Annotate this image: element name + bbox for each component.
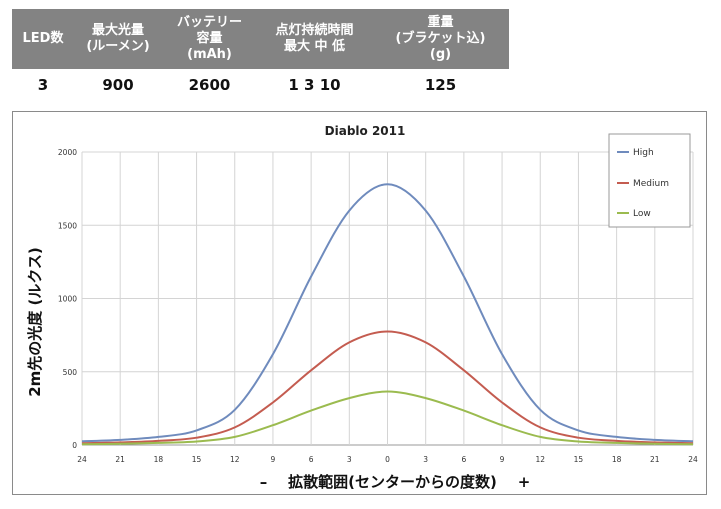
value-runtime: 1 3 10 — [288, 76, 341, 94]
x-tick-label: 15 — [192, 455, 202, 464]
grid-layer — [81, 151, 694, 446]
legend-high-label: High — [633, 148, 654, 158]
chart-frame: 0 500 1000 1500 2000 24 21 18 15 12 9 6 3 0 3 6 9 12 15 18 2… — [12, 111, 707, 495]
header-weight: 重量 (ブラケット込) (g) — [372, 9, 509, 69]
series-layer — [81, 183, 694, 446]
y-tick-label: 0 — [72, 441, 77, 450]
legend-medium-label: Medium — [633, 179, 669, 189]
value-weight: 125 — [424, 76, 457, 94]
x-tick-label: 6 — [309, 455, 314, 464]
x-tick-label: 6 — [461, 455, 466, 464]
x-tick-label: 9 — [271, 455, 276, 464]
legend-low-label: Low — [633, 209, 651, 219]
y-tick-label: 2000 — [58, 148, 77, 157]
spec-value-row: 3 900 2600 1 3 10 125 — [12, 69, 509, 101]
x-tick-label: 0 — [385, 455, 390, 464]
series-line-high — [81, 183, 694, 443]
header-battery: バッテリー 容量 (mAh) — [162, 9, 257, 69]
x-tick-label: 24 — [688, 455, 698, 464]
spec-table: LED数 最大光量 (ルーメン) バッテリー 容量 (mAh) 点灯持続時間 最… — [12, 9, 509, 101]
value-led-count: 3 — [37, 76, 49, 94]
x-tick-label: 21 — [115, 455, 125, 464]
series-line-medium — [81, 330, 694, 445]
legend: High Medium Low — [608, 133, 691, 228]
legend-box — [608, 133, 691, 228]
x-tick-label: 3 — [347, 455, 352, 464]
chart-title: Diablo 2011 — [325, 124, 406, 138]
y-tick-label: 1500 — [58, 221, 77, 230]
value-battery: 2600 — [188, 76, 231, 94]
header-runtime: 点灯持続時間 最大 中 低 — [257, 9, 372, 69]
spec-header-row: LED数 最大光量 (ルーメン) バッテリー 容量 (mAh) 点灯持続時間 最… — [12, 9, 509, 69]
x-tick-label: 15 — [574, 455, 584, 464]
x-tick-label: 21 — [650, 455, 660, 464]
x-tick-label: 18 — [612, 455, 622, 464]
y-axis-label: 2m先の光度 (ルクス) — [26, 247, 44, 397]
x-tick-label: 24 — [77, 455, 87, 464]
x-tick-label: 12 — [230, 455, 240, 464]
x-tick-label: 18 — [154, 455, 164, 464]
x-tick-label: 9 — [500, 455, 505, 464]
header-led-count: LED数 — [12, 9, 74, 69]
y-tick-label: 500 — [63, 368, 78, 377]
chart-svg: 0 500 1000 1500 2000 24 21 18 15 12 9 6 3 0 3 6 9 12 15 18 2… — [26, 124, 698, 491]
x-tick-label: 3 — [423, 455, 428, 464]
x-axis-label: – 拡散範囲(センターからの度数) + — [260, 473, 531, 491]
header-max-lumen: 最大光量 (ルーメン) — [74, 9, 162, 69]
y-tick-label: 1000 — [58, 295, 77, 304]
value-max-lumen: 900 — [102, 76, 134, 94]
series-line-low — [81, 390, 694, 446]
axis-layer: 0 500 1000 1500 2000 24 21 18 15 12 9 6 3 0 3 6 9 12 15 18 2… — [58, 148, 698, 464]
x-tick-label: 12 — [535, 455, 545, 464]
